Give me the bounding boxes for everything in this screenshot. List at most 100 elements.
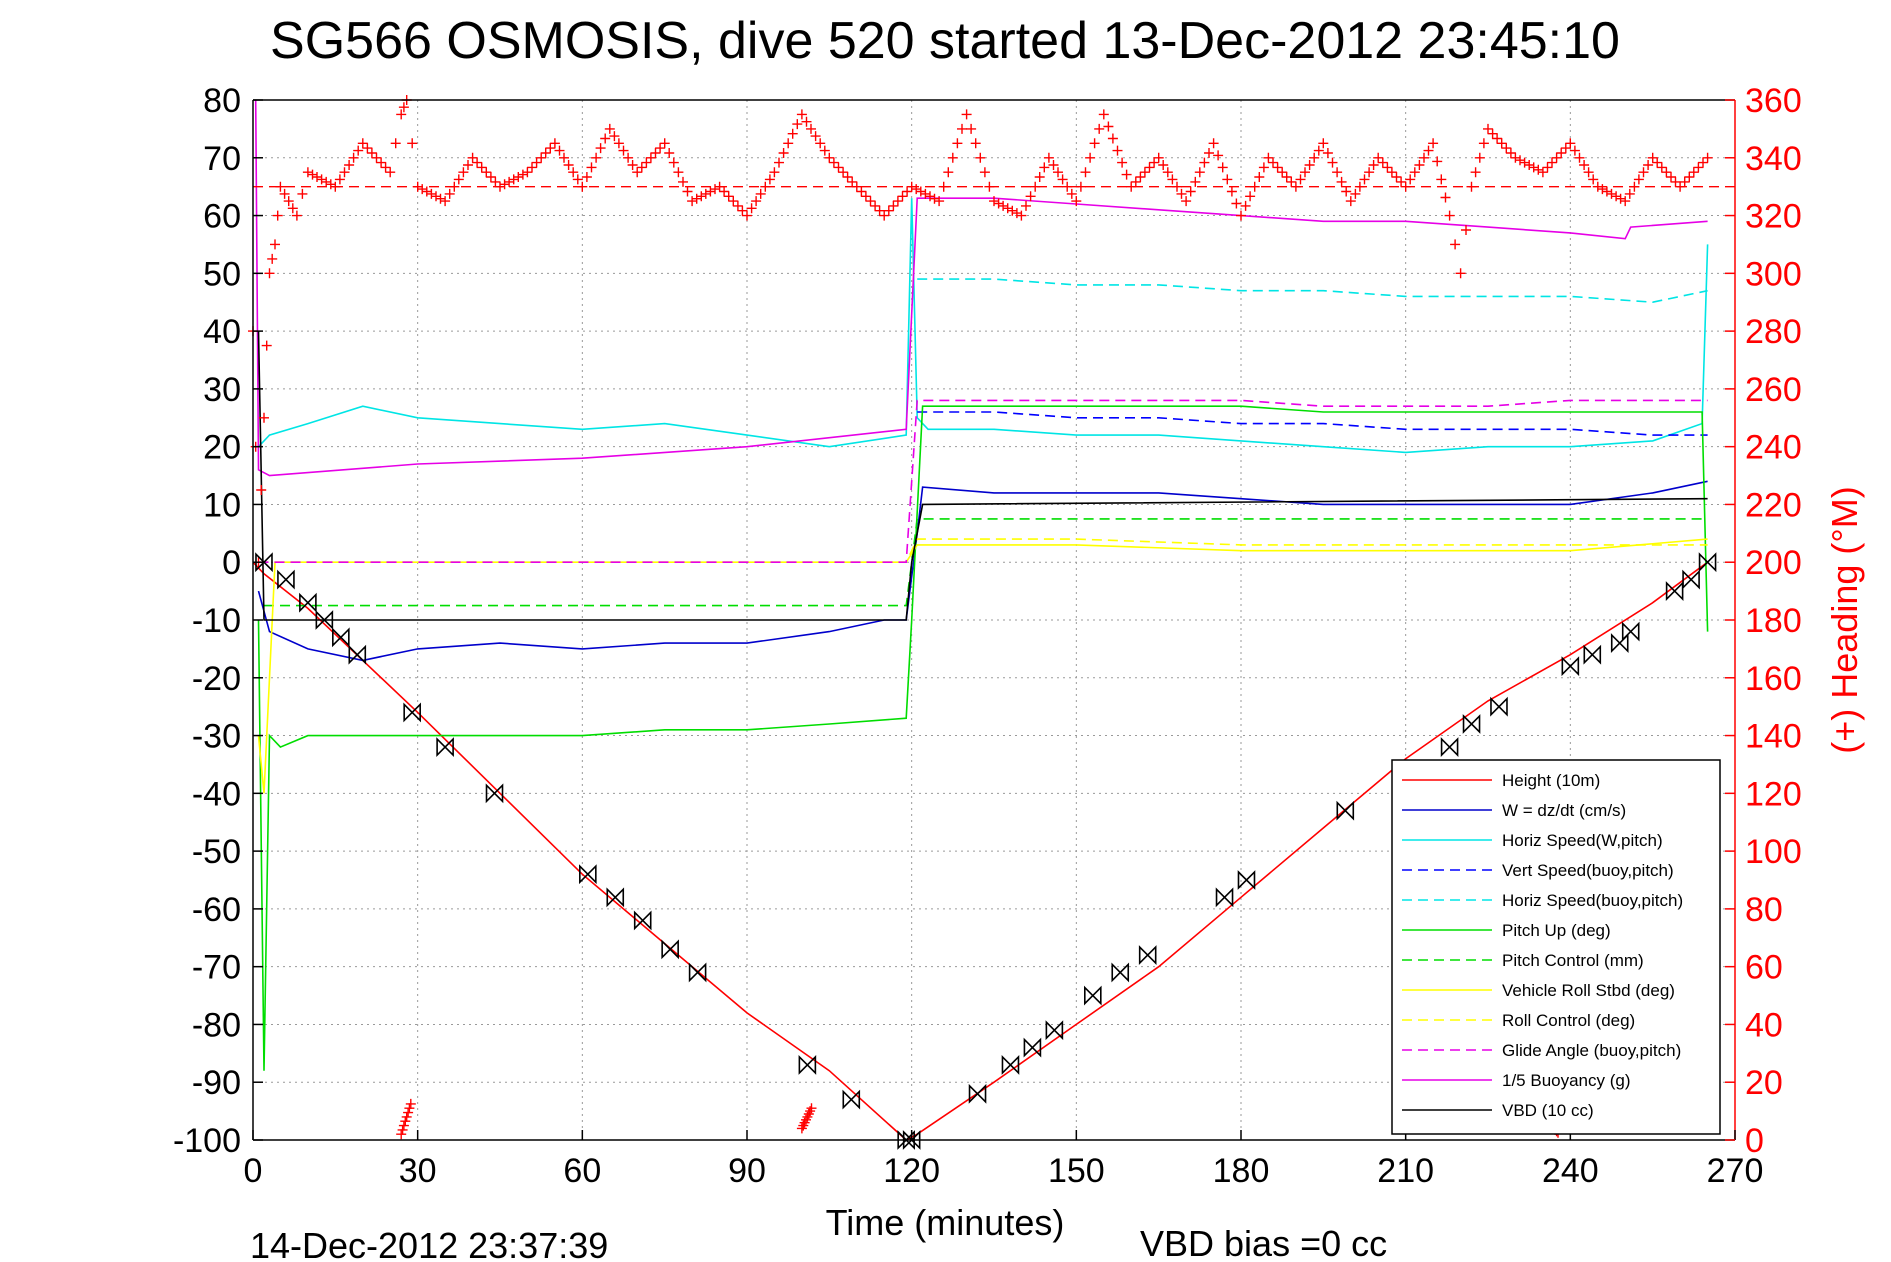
heading-point [287, 203, 298, 214]
heading-point [499, 179, 510, 190]
legend-label-4: Horiz Speed(buoy,pitch) [1502, 891, 1683, 910]
heading-point [1574, 152, 1585, 163]
heading-point [1254, 172, 1265, 182]
bowtie-marker [661, 939, 679, 960]
y-right-tick-label: 340 [1745, 140, 1802, 178]
heading-point [1606, 188, 1617, 199]
heading-point [883, 205, 894, 216]
heading-point [357, 138, 368, 149]
heading-point [1638, 167, 1649, 178]
heading-point [1643, 160, 1654, 170]
heading-point [613, 138, 624, 149]
heading-point [1107, 133, 1118, 144]
bowtie-marker [1001, 1054, 1020, 1075]
series-line-9 [258, 399, 1708, 564]
heading-point [1309, 152, 1320, 163]
heading-point [778, 148, 789, 158]
heading-point [485, 172, 496, 182]
y-left-tick-label: -50 [192, 833, 241, 871]
heading-point [970, 138, 981, 149]
bowtie-marker [688, 962, 707, 983]
chart-title: SG566 OSMOSIS, dive 520 started 13-Dec-2… [270, 12, 1620, 70]
heading-point [1688, 167, 1699, 178]
heading-point [453, 174, 464, 185]
heading-point [783, 138, 794, 149]
heading-point [1144, 162, 1155, 173]
heading-point [655, 143, 666, 154]
heading-point [559, 152, 569, 163]
heading-point [1684, 172, 1695, 182]
heading-point [1222, 174, 1233, 185]
legend-label-11: VBD (10 cc) [1502, 1101, 1594, 1120]
x-tick-label: 30 [399, 1152, 437, 1190]
heading-point [1515, 155, 1525, 166]
heading-point [819, 145, 830, 156]
heading-point [1615, 193, 1626, 204]
heading-point [742, 210, 752, 221]
heading-point [943, 167, 954, 178]
legend-label-2: Horiz Speed(W,pitch) [1502, 831, 1663, 850]
heading-point [1510, 152, 1521, 163]
heading-point [1066, 188, 1077, 199]
y-left-tick-label: -30 [192, 718, 241, 756]
heading-point [396, 1129, 407, 1140]
heading-point [404, 1103, 415, 1114]
heading-point [1560, 143, 1571, 154]
heading-point [417, 184, 428, 195]
heading-point [581, 172, 592, 182]
heading-point [325, 179, 336, 190]
heading-point [1313, 145, 1324, 156]
heading-point [604, 123, 615, 134]
heading-point [993, 198, 1004, 209]
heading-point [1025, 191, 1036, 202]
heading-point [1377, 157, 1388, 168]
bowtie-marker [1237, 870, 1256, 890]
heading-point [1652, 157, 1663, 168]
heading-point [1245, 191, 1256, 202]
heading-point [1444, 210, 1455, 221]
heading-point [879, 210, 890, 221]
heading-point [1698, 157, 1708, 168]
heading-point [920, 188, 931, 199]
bowtie-marker [1045, 1020, 1064, 1041]
y-right-axis-label: (+) Heading (°M) [1824, 486, 1865, 753]
heading-point [401, 1111, 412, 1122]
footer-timestamp: 14-Dec-2012 23:37:39 [250, 1225, 608, 1262]
heading-point [865, 196, 876, 207]
heading-point [390, 138, 401, 149]
legend-label-3: Vert Speed(buoy,pitch) [1502, 861, 1674, 880]
heading-point [1350, 188, 1361, 199]
heading-point [911, 184, 922, 195]
series-line-6 [264, 518, 1708, 607]
heading-point [1053, 167, 1063, 178]
bowtie-marker [1023, 1037, 1042, 1058]
heading-point [508, 174, 519, 185]
heading-point [527, 162, 537, 173]
bowtie-marker [315, 610, 334, 630]
y-left-tick-label: -20 [192, 660, 241, 698]
bowtie-marker [1215, 887, 1234, 908]
heading-point [1226, 186, 1237, 197]
heading-point [975, 152, 986, 163]
y-left-tick-label: -40 [192, 775, 241, 813]
heading-point [398, 102, 409, 113]
heading-point [838, 167, 849, 178]
heading-point [1565, 138, 1576, 149]
bowtie-marker [798, 1054, 817, 1075]
heading-point [1483, 123, 1493, 134]
series-line-1 [257, 480, 1708, 662]
heading-point [472, 157, 483, 168]
heading-point [1519, 157, 1530, 168]
heading-point [700, 188, 711, 199]
heading-point [591, 152, 602, 163]
heading-point [259, 412, 269, 423]
heading-point [892, 196, 903, 207]
heading-point [769, 167, 780, 178]
heading-point [536, 152, 547, 163]
heading-point [1675, 181, 1686, 192]
heading-point [362, 143, 373, 154]
heading-point [444, 188, 455, 199]
x-tick-label: 180 [1213, 1152, 1270, 1190]
heading-point [687, 196, 698, 207]
heading-point [984, 181, 995, 192]
